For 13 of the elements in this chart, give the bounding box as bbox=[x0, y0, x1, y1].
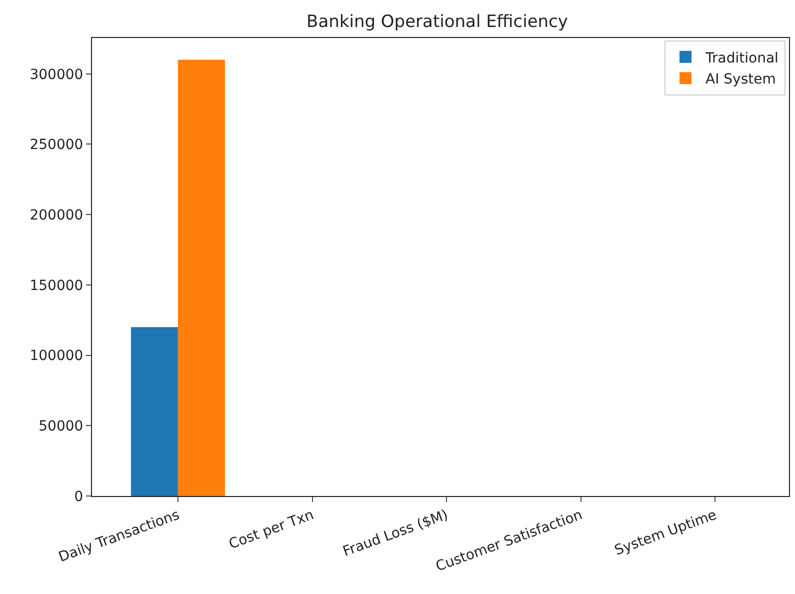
y-tick-label: 0 bbox=[74, 488, 84, 505]
legend-label: Traditional bbox=[704, 50, 778, 66]
y-tick-label: 150000 bbox=[30, 278, 84, 294]
chart-title: Banking Operational Efficiency bbox=[306, 12, 568, 32]
y-tick-label: 300000 bbox=[30, 66, 84, 83]
x-tick-label: Fraud Loss ($M) bbox=[340, 507, 450, 560]
y-tick-label: 100000 bbox=[30, 348, 84, 364]
y-tick-label: 50000 bbox=[38, 418, 84, 435]
legend-label: AI System bbox=[706, 72, 776, 88]
x-tick-label: Cost per Txn bbox=[226, 507, 316, 553]
x-tick-label: System Uptime bbox=[612, 507, 719, 559]
y-tick-label: 250000 bbox=[30, 137, 84, 154]
y-tick-label: 200000 bbox=[30, 207, 84, 224]
